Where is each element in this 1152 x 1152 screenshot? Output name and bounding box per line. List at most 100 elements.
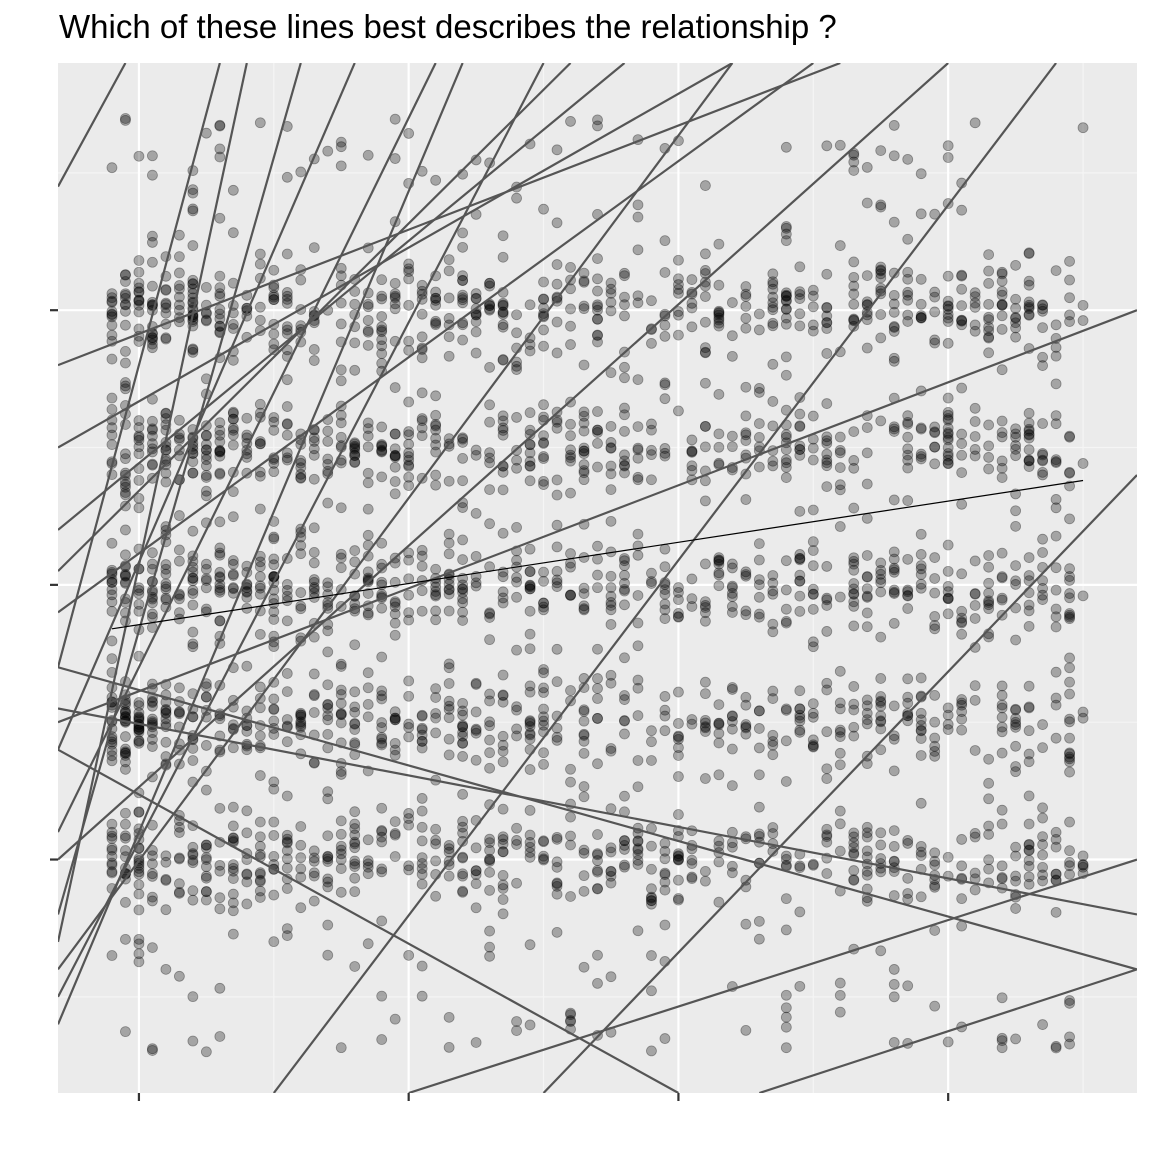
data-point: [187, 1035, 199, 1047]
data-point: [861, 591, 873, 603]
data-point: [767, 736, 779, 747]
data-point: [767, 685, 779, 697]
data-point: [983, 440, 995, 452]
data-point: [335, 136, 347, 148]
data-point: [1010, 331, 1022, 343]
data-point: [929, 689, 941, 701]
candidate-line: [408, 858, 1137, 1093]
data-point: [740, 609, 752, 621]
data-point: [902, 410, 914, 422]
data-point: [268, 294, 280, 305]
data-point: [551, 856, 563, 868]
data-point: [133, 712, 145, 724]
data-point: [834, 484, 846, 496]
data-point: [470, 444, 482, 456]
data-point: [430, 390, 442, 402]
data-point: [700, 865, 711, 877]
data-point: [214, 468, 226, 480]
data-point: [457, 453, 469, 464]
data-point: [106, 755, 118, 767]
data-point: [1010, 560, 1022, 572]
data-point: [1064, 1031, 1075, 1043]
data-point: [551, 676, 563, 688]
data-point: [430, 319, 442, 331]
data-point: [807, 698, 819, 710]
data-point: [120, 479, 131, 490]
data-point: [524, 543, 536, 555]
data-point: [834, 697, 846, 709]
data-point: [484, 484, 496, 495]
data-point: [511, 704, 522, 716]
data-point: [632, 855, 644, 866]
data-point: [578, 417, 590, 429]
data-point: [511, 835, 522, 846]
data-point: [713, 317, 725, 329]
data-point: [794, 703, 806, 715]
data-point: [268, 776, 280, 788]
data-point: [524, 847, 536, 858]
data-point: [295, 587, 307, 598]
data-point: [1064, 997, 1075, 1009]
data-point: [848, 704, 860, 716]
data-point: [538, 479, 549, 490]
data-point: [1064, 611, 1075, 623]
data-point: [457, 432, 469, 444]
data-point: [160, 708, 172, 719]
data-point: [1064, 309, 1075, 321]
data-point: [214, 304, 226, 315]
data-point: [834, 759, 846, 771]
data-point: [1077, 859, 1089, 871]
data-point: [281, 290, 293, 302]
data-point: [659, 884, 671, 896]
data-point: [673, 594, 684, 606]
data-point: [120, 933, 131, 945]
data-point: [200, 314, 212, 326]
data-point: [726, 558, 738, 570]
data-point: [403, 480, 415, 491]
data-point: [592, 427, 603, 438]
data-point: [362, 566, 374, 578]
data-point: [807, 859, 819, 871]
data-point: [254, 503, 266, 515]
data-point: [511, 462, 522, 474]
data-point: [646, 883, 657, 895]
data-point: [120, 830, 131, 842]
data-point: [780, 617, 792, 629]
data-point: [942, 724, 954, 735]
data-point: [187, 641, 199, 653]
data-point: [200, 582, 212, 594]
data-point: [632, 442, 644, 454]
data-point: [106, 830, 118, 842]
data-point: [254, 556, 266, 568]
data-point: [200, 842, 212, 854]
data-point: [592, 829, 603, 840]
data-point: [308, 242, 320, 254]
data-point: [335, 769, 347, 780]
data-point: [349, 842, 361, 854]
data-point: [888, 566, 900, 578]
data-point: [538, 719, 549, 731]
data-point: [915, 453, 927, 465]
data-point: [821, 310, 833, 322]
data-point: [592, 949, 603, 961]
data-point: [416, 736, 428, 747]
data-point: [147, 458, 158, 470]
data-point: [484, 277, 496, 289]
data-point: [942, 152, 954, 163]
data-point: [551, 474, 563, 486]
data-point: [551, 877, 563, 889]
data-point: [133, 588, 145, 600]
data-point: [389, 382, 401, 393]
data-point: [1023, 570, 1035, 581]
data-point: [430, 424, 442, 436]
data-point: [942, 586, 954, 598]
data-point: [524, 605, 536, 617]
data-point: [807, 711, 819, 723]
data-point: [430, 614, 442, 626]
data-point: [794, 554, 806, 566]
data-point: [848, 849, 860, 860]
data-point: [430, 317, 442, 329]
data-point: [133, 294, 145, 306]
data-point: [794, 726, 806, 738]
data-point: [1023, 303, 1035, 315]
